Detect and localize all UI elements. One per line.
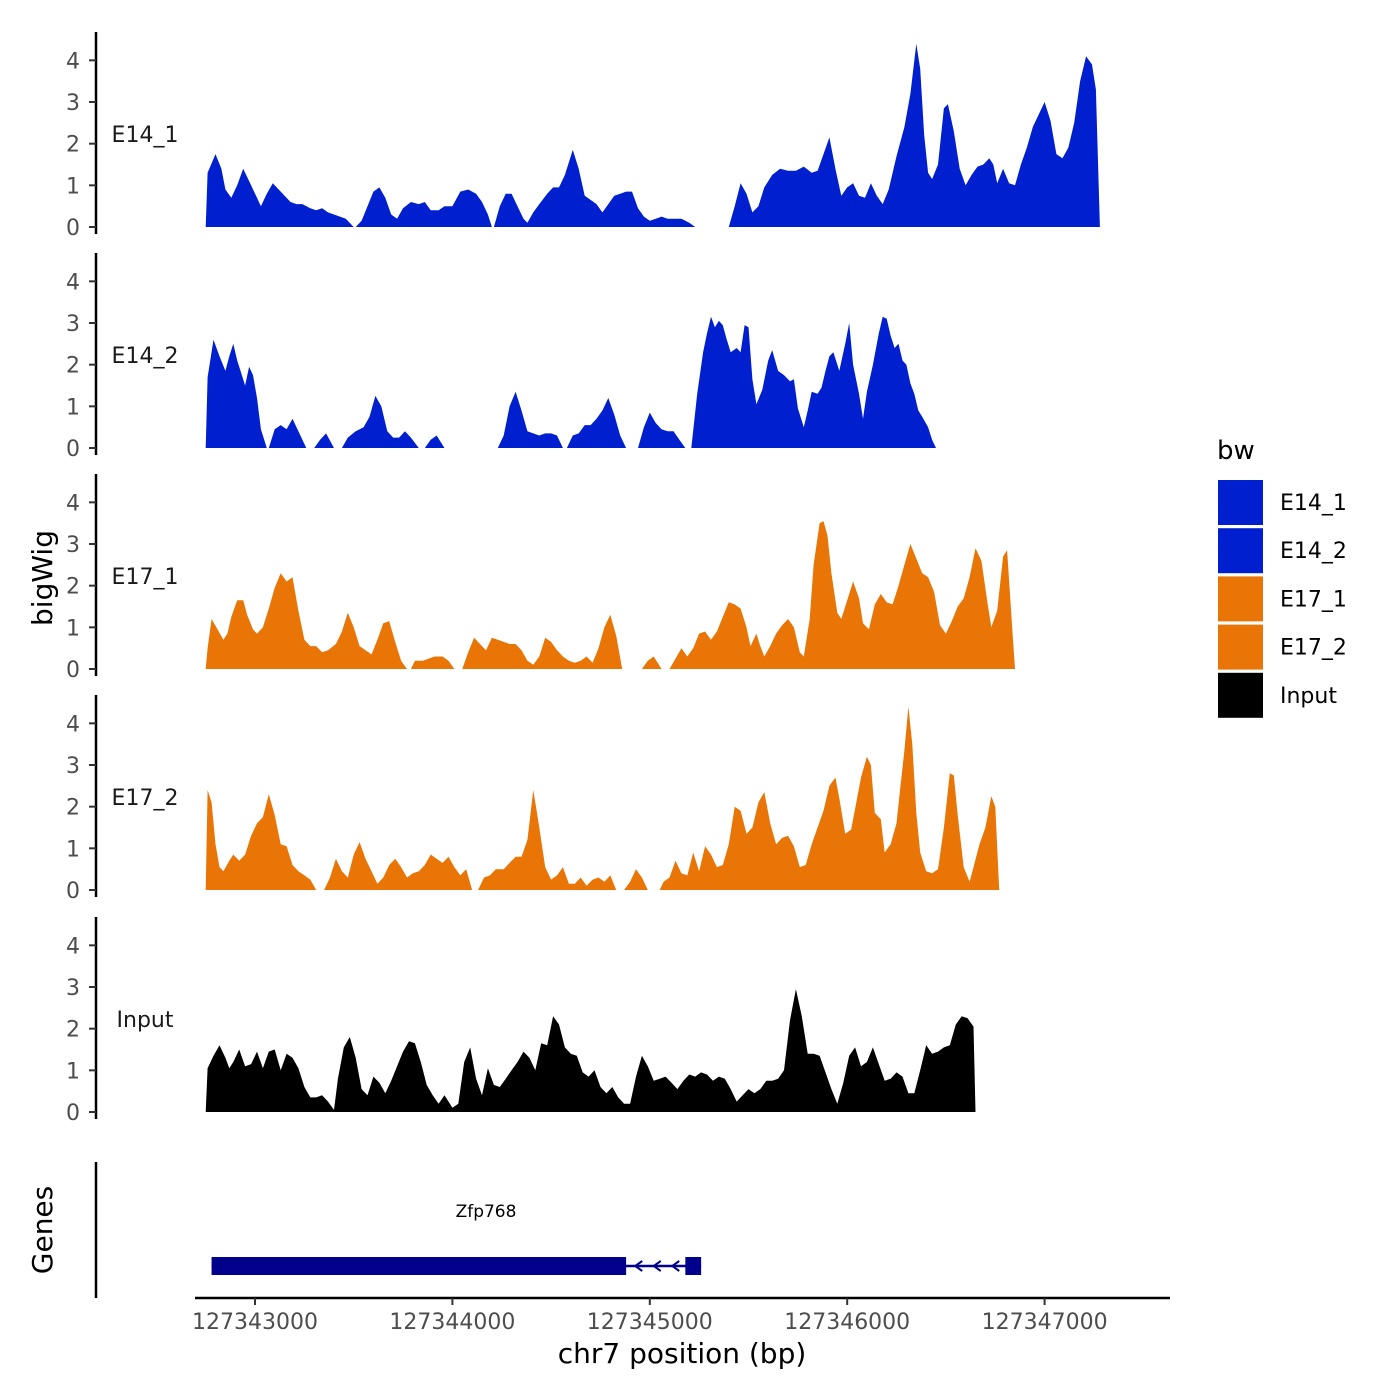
legend-key-E17_1 (1218, 576, 1263, 622)
coverage-area-E17_1-0 (205, 573, 407, 669)
coverage-area-E14_1-0 (205, 154, 354, 227)
track-label-E14_1: E14_1 (112, 123, 179, 148)
y-tick-label-E17_2-2: 2 (66, 796, 80, 821)
coverage-area-E17_1-1 (410, 656, 455, 669)
track-label-E14_2: E14_2 (112, 344, 179, 369)
y-tick-label-Input-2: 2 (66, 1018, 80, 1043)
track-E14_2: 0 1 2 3 4 E14_2 (66, 253, 936, 462)
gene-exon-0 (211, 1257, 627, 1275)
coverage-area-E14_1-3 (728, 43, 1100, 228)
y-axis-title: bigWig (26, 530, 59, 626)
coverage-area-E17_2-0 (205, 790, 317, 890)
coverage-area-E14_2-5 (497, 391, 563, 448)
coverage-area-Input-0 (205, 989, 976, 1112)
genes-track-title: Genes (26, 1186, 59, 1274)
coverage-area-E14_2-7 (638, 412, 686, 448)
y-tick-label-E14_2-2: 2 (66, 354, 80, 379)
y-tick-label-E17_1-4: 4 (66, 491, 80, 516)
track-label-E17_1: E17_1 (112, 565, 179, 590)
strand-arrow-1 (652, 1260, 662, 1272)
y-tick-label-E14_2-3: 3 (66, 312, 80, 337)
coverage-area-E14_2-2 (314, 433, 334, 448)
track-label-E17_2: E17_2 (112, 786, 179, 811)
track-E17_1: 0 1 2 3 4 E17_1 (66, 474, 1015, 683)
legend-key-E17_2 (1218, 624, 1263, 670)
y-tick-label-E14_2-1: 1 (66, 395, 80, 420)
coverage-area-E14_1-1 (355, 187, 492, 227)
legend-title: bw (1217, 436, 1255, 466)
legend-label-E17_2: E17_2 (1280, 636, 1347, 661)
legend-label-E17_1: E17_1 (1280, 587, 1347, 612)
coverage-area-E17_1-4 (669, 521, 1015, 669)
coverage-area-E17_2-3 (624, 869, 648, 890)
y-tick-label-E17_1-3: 3 (66, 533, 80, 558)
x-tick-label-127347000: 127347000 (982, 1310, 1108, 1335)
x-tick-label-127346000: 127346000 (784, 1310, 910, 1335)
y-tick-label-E14_2-4: 4 (66, 270, 80, 295)
y-tick-label-Input-3: 3 (66, 976, 80, 1001)
y-tick-label-E14_1-1: 1 (66, 174, 80, 199)
coverage-tracks: 0 1 2 3 4 E14_1 0 1 2 3 4 E14_2 0 1 2 3 4 E17_1 0 1 2 3 4 E17_2… (66, 32, 1100, 1126)
coverage-area-E14_2-4 (424, 435, 445, 448)
y-tick-label-E14_1-0: 0 (66, 216, 80, 241)
y-tick-label-E14_1-2: 2 (66, 133, 80, 158)
y-tick-label-E17_2-4: 4 (66, 712, 80, 737)
y-tick-label-E17_1-2: 2 (66, 575, 80, 600)
y-tick-label-Input-0: 0 (66, 1101, 80, 1126)
y-tick-label-E17_2-3: 3 (66, 754, 80, 779)
coverage-area-E17_1-3 (641, 656, 662, 669)
strand-arrow-0 (633, 1260, 643, 1272)
x-tick-label-127343000: 127343000 (192, 1310, 318, 1335)
y-tick-label-Input-4: 4 (66, 934, 80, 959)
legend-label-Input: Input (1280, 684, 1337, 709)
track-E17_2: 0 1 2 3 4 E17_2 (66, 695, 1000, 904)
coverage-area-E14_1-2 (493, 149, 696, 227)
x-axis-title: chr7 position (bp) (558, 1337, 807, 1370)
legend: bw E14_1 E14_2 E17_1 E17_2 Input (1217, 436, 1347, 718)
legend-label-E14_2: E14_2 (1280, 539, 1347, 564)
y-tick-label-E17_1-1: 1 (66, 616, 80, 641)
y-tick-label-E17_2-0: 0 (66, 879, 80, 904)
legend-key-E14_1 (1218, 480, 1263, 525)
gene-label: Zfp768 (456, 1202, 517, 1222)
y-tick-label-E17_1-0: 0 (66, 658, 80, 683)
coverage-area-E17_2-1 (324, 842, 473, 890)
coverage-area-E14_2-0 (205, 339, 267, 448)
coverage-area-E14_2-1 (268, 418, 307, 448)
gene-exon-1 (685, 1257, 702, 1275)
coverage-area-E17_2-2 (478, 790, 617, 890)
coverage-area-E14_2-3 (341, 395, 419, 448)
legend-label-E14_1: E14_1 (1280, 491, 1347, 516)
coverage-area-E17_1-2 (462, 614, 623, 669)
legend-key-E14_2 (1218, 528, 1263, 574)
track-E14_1: 0 1 2 3 4 E14_1 (66, 32, 1100, 241)
y-tick-label-E17_2-1: 1 (66, 837, 80, 862)
y-tick-label-E14_2-0: 0 (66, 437, 80, 462)
x-axis: chr7 position (bp) 127343000 127344000 127… (192, 1296, 1170, 1370)
track-label-Input: Input (117, 1008, 174, 1033)
track-Input: 0 1 2 3 4 Input (66, 917, 976, 1126)
y-tick-label-E14_1-3: 3 (66, 91, 80, 116)
coverage-area-E14_2-8 (691, 316, 936, 448)
x-tick-label-127345000: 127345000 (587, 1310, 713, 1335)
gene-track: Zfp768 (94, 1162, 702, 1298)
coverage-area-E17_2-4 (659, 706, 1000, 890)
x-tick-label-127344000: 127344000 (389, 1310, 515, 1335)
y-tick-label-E14_1-4: 4 (66, 49, 80, 74)
legend-key-Input (1218, 672, 1263, 718)
strand-arrow-2 (670, 1260, 680, 1272)
coverage-area-E14_2-6 (566, 398, 627, 448)
y-tick-label-Input-1: 1 (66, 1059, 80, 1084)
